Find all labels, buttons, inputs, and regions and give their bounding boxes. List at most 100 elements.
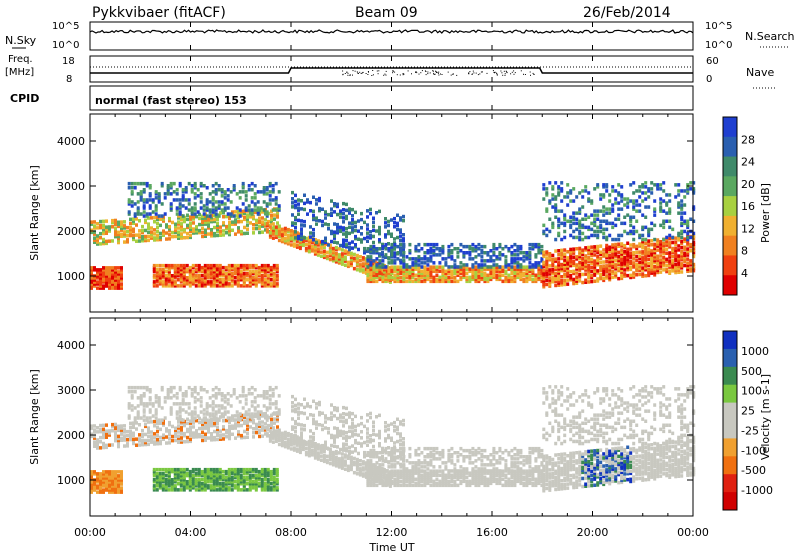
power-cell (183, 236, 186, 240)
velocity-cell (129, 422, 132, 426)
velocity-cell (293, 446, 296, 450)
power-cell (596, 213, 599, 217)
power-cell (137, 206, 140, 210)
power-cell (486, 259, 489, 263)
power-cell (635, 245, 638, 249)
power-cell (441, 265, 444, 269)
power-cell (548, 199, 551, 203)
power-cell (102, 266, 105, 270)
power-cell (192, 227, 195, 231)
power-cell (614, 218, 617, 222)
power-cell (629, 199, 632, 203)
velocity-cell (174, 439, 177, 443)
power-cell (665, 268, 668, 272)
power-cell (590, 274, 593, 278)
power-cell (545, 207, 548, 211)
power-cell (480, 255, 483, 259)
power-cell (185, 186, 188, 190)
power-cell (159, 268, 162, 272)
power-cell (143, 214, 146, 218)
velocity-cell (257, 404, 260, 408)
power-cell (501, 280, 504, 284)
power-cell (150, 230, 153, 234)
power-cell (300, 207, 303, 211)
power-cell (390, 233, 393, 237)
nsky-label: N.Sky (5, 34, 37, 47)
velocity-cell (155, 416, 158, 420)
power-cell (677, 189, 680, 193)
power-cell (312, 214, 315, 218)
power-cell (599, 251, 602, 255)
power-cell (429, 243, 432, 247)
power-cell (614, 201, 617, 205)
power-cell (596, 218, 599, 222)
power-cell (315, 241, 318, 245)
velocity-cell (320, 454, 323, 458)
power-cell (191, 188, 194, 192)
power-cell (174, 223, 177, 227)
freq-dot (384, 74, 385, 75)
power-cell (197, 194, 200, 198)
power-cell (399, 228, 402, 232)
power-cell (266, 202, 269, 206)
power-cell (237, 226, 240, 230)
velocity-cell (140, 394, 143, 398)
power-cell (143, 204, 146, 208)
power-cell (644, 274, 647, 278)
velocity-cell (123, 424, 126, 428)
velocity-cell (176, 402, 179, 406)
velocity-cell (102, 428, 105, 432)
power-cell (303, 202, 306, 206)
power-cell (252, 270, 255, 274)
velocity-cell (186, 472, 189, 476)
power-cell (231, 284, 234, 288)
power-cell (192, 264, 195, 268)
power-cell (276, 264, 279, 268)
freq-dot (504, 71, 505, 72)
velocity-cell (248, 412, 251, 416)
power-cell (560, 249, 563, 253)
power-cell (510, 257, 513, 261)
power-cell (641, 199, 644, 203)
power-cell (381, 263, 384, 267)
power-cell (278, 239, 281, 243)
velocity-cell (245, 402, 248, 406)
power-cell (248, 204, 251, 208)
velocity-cell (96, 438, 99, 442)
power-cell (291, 191, 294, 195)
velocity-cell (278, 394, 281, 398)
power-cell (372, 217, 375, 221)
power-cell (167, 184, 170, 188)
power-cell (575, 263, 578, 267)
power-cell (378, 259, 381, 263)
velocity-cell (182, 392, 185, 396)
power-cell (330, 207, 333, 211)
power-cell (188, 198, 191, 202)
power-cell (246, 272, 249, 276)
power-cell (318, 197, 321, 201)
power-cell (554, 195, 557, 199)
velocity-cell (156, 472, 159, 476)
power-cell (375, 211, 378, 215)
power-cell (542, 269, 545, 273)
power-cell (357, 219, 360, 223)
power-cell (534, 274, 537, 278)
power-cell (653, 243, 656, 247)
velocity-heatmap (90, 385, 695, 494)
power-cell (239, 214, 242, 218)
power-cell (504, 276, 507, 280)
power-cell (465, 263, 468, 267)
velocity-cell (147, 439, 150, 443)
velocity-cell (159, 428, 162, 432)
y-tick-label: 4000 (57, 135, 85, 148)
power-cell (171, 235, 174, 239)
power-cell (360, 238, 363, 242)
velocity-cell (117, 435, 120, 439)
power-cell (614, 189, 617, 193)
power-cell (237, 264, 240, 268)
power-cell (638, 273, 641, 277)
power-cell (590, 258, 593, 262)
velocity-cell (117, 425, 120, 429)
freq-label-line2: [MHz] (5, 67, 34, 78)
power-cell (632, 243, 635, 247)
